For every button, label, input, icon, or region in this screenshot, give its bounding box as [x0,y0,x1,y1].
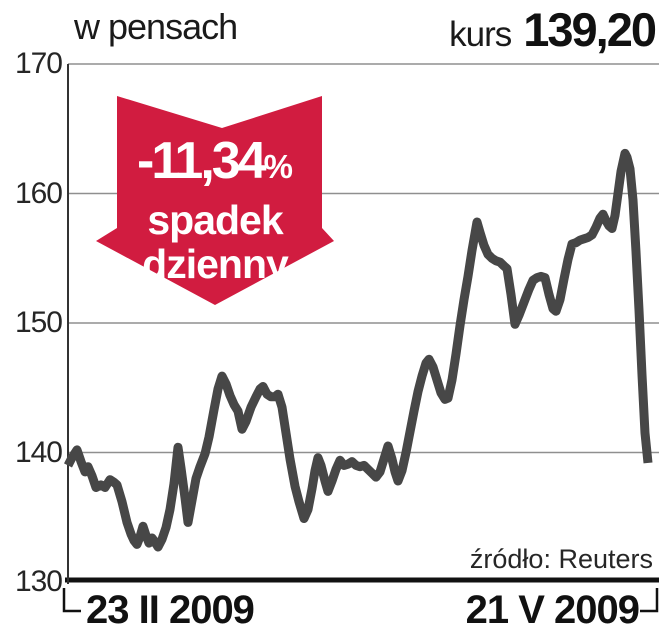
y-axis-label-130: 130 [14,565,63,598]
range-bracket-right [640,588,659,613]
price-line [64,148,653,552]
unit-label: w pensach [74,6,238,47]
y-axis-label-160: 160 [14,176,63,210]
source-label: źródło: Reuters [469,544,653,574]
daily-drop-callout: -11,34% spadek dzienny [96,132,334,286]
range-bracket-left [62,588,81,613]
price-label: kurs [449,15,512,54]
drop-caption-line1: spadek [147,197,283,243]
y-axis-label-140: 140 [14,435,63,469]
x-axis-start-date: 23 II 2009 [86,588,255,632]
price-value: 139,20 [523,3,657,56]
percent-sign: % [263,148,293,185]
drop-percent-number: -11,34 [137,132,267,190]
drop-caption-line2: dzienny [142,241,289,287]
y-axis-label-170: 170 [14,47,63,80]
current-price: kurs 139,20 [449,2,657,57]
drop-arrow-shape [96,96,334,305]
drop-percent: -11,34% [96,132,334,196]
y-axis-label-150: 150 [14,306,63,339]
x-axis-end-date: 21 V 2009 [465,588,640,632]
